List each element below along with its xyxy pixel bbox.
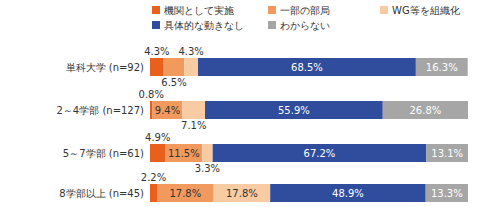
data-label: 7.1%: [181, 120, 206, 131]
category-label: 単科大学 (n=92): [66, 62, 145, 73]
bar-segment: [184, 58, 198, 76]
y-axis: 単科大学 (n=92) 2～4学部 (n=127) 5～7学部 (n=61) 8学部以…: [56, 62, 144, 199]
data-label: 4.9%: [145, 132, 170, 143]
bar-segment: [150, 58, 164, 76]
bar-segment: [198, 58, 416, 76]
legend-swatch: [268, 21, 276, 29]
data-label: 4.3%: [144, 46, 169, 57]
data-label: 11.5%: [168, 148, 200, 159]
chart: 4.3% 6.5% 4.3% 68.5% 16.3% 0.8% 9.4%7.1% 55.9% 2…: [0, 0, 490, 207]
legend-label: 一部の部局: [280, 5, 330, 16]
legend-label: 具体的な動きなし: [164, 20, 244, 31]
legend-label: わからない: [280, 20, 330, 31]
data-label: 26.8%: [409, 105, 441, 116]
data-label: 0.8%: [139, 89, 164, 100]
bar-segment: [153, 101, 183, 119]
bar-segment: [202, 144, 212, 162]
data-label: 67.2%: [304, 148, 336, 159]
bar-segment: [157, 184, 214, 202]
bar-segment: [150, 184, 157, 202]
bar-segment: [416, 58, 468, 76]
legend-label: WG等を組織化: [392, 5, 460, 16]
data-label: 48.9%: [332, 188, 364, 199]
data-label: 9.4%: [155, 105, 180, 116]
legend-label: 機関として実施: [164, 5, 234, 16]
data-labels: 4.3% 6.5% 4.3% 68.5% 16.3% 0.8% 9.4%7.1% 55.9% 2…: [139, 46, 463, 199]
bar-segment: [426, 184, 468, 202]
legend-swatch: [152, 6, 160, 14]
bar-segment: [383, 101, 468, 119]
data-label: 13.3%: [431, 188, 463, 199]
legend: 機関として実施 一部の部局 WG等を組織化具体的な動きなし わからない: [152, 5, 460, 31]
bar-segment: [182, 101, 205, 119]
data-label: 17.8%: [226, 188, 258, 199]
bar-segment: [426, 144, 468, 162]
bar-segment: [205, 101, 383, 119]
bar-segment: [164, 58, 185, 76]
data-label: 2.2%: [141, 172, 166, 183]
bars: [150, 58, 468, 202]
data-label: 16.3%: [426, 62, 458, 73]
legend-swatch: [268, 6, 276, 14]
data-label: 3.3%: [195, 163, 220, 174]
data-label: 4.3%: [178, 46, 203, 57]
category-label: 2～4学部 (n=127): [56, 105, 144, 116]
bar-segment: [213, 144, 427, 162]
bar-segment: [150, 101, 153, 119]
legend-swatch: [152, 21, 160, 29]
data-label: 17.8%: [169, 188, 201, 199]
data-label: 55.9%: [278, 105, 310, 116]
legend-swatch: [380, 6, 388, 14]
data-label: 6.5%: [161, 77, 186, 88]
bar-segment: [150, 144, 166, 162]
category-label: 5～7学部 (n=61): [63, 148, 144, 159]
data-label: 68.5%: [291, 62, 323, 73]
category-label: 8学部以上 (n=45): [59, 188, 144, 199]
data-label: 13.1%: [431, 148, 463, 159]
bar-segment: [166, 144, 203, 162]
bar-segment: [270, 184, 426, 202]
bar-segment: [214, 184, 271, 202]
